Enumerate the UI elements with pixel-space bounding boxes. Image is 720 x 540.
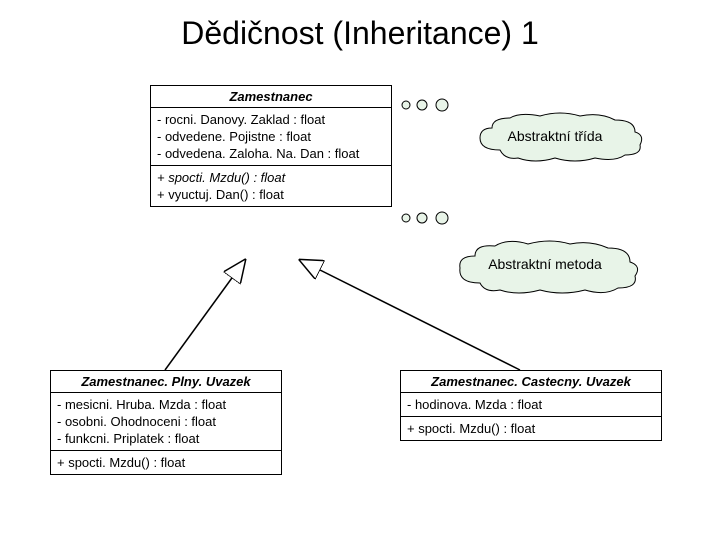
attr: - odvedena. Zaloha. Na. Dan : float bbox=[157, 145, 385, 162]
operations-section: + spocti. Mzdu() : float bbox=[51, 451, 281, 474]
operations-section: + spocti. Mzdu() : float bbox=[401, 417, 661, 440]
attributes-section: - rocni. Danovy. Zaklad : float - odvede… bbox=[151, 108, 391, 166]
uml-class-child-right: Zamestnanec. Castecny. Uvazek - hodinova… bbox=[400, 370, 662, 441]
callout-cloud-abstract-method: Abstraktní metoda bbox=[450, 238, 640, 293]
uml-class-child-left: Zamestnanec. Plny. Uvazek - mesicni. Hru… bbox=[50, 370, 282, 475]
operations-section: + spocti. Mzdu() : float + vyuctuj. Dan(… bbox=[151, 166, 391, 206]
cloud-text: Abstraktní třída bbox=[470, 110, 640, 144]
uml-class-parent: Zamestnanec - rocni. Danovy. Zaklad : fl… bbox=[150, 85, 392, 207]
attr: - rocni. Danovy. Zaklad : float bbox=[157, 111, 385, 128]
op: + vyuctuj. Dan() : float bbox=[157, 186, 385, 203]
attr: - hodinova. Mzda : float bbox=[407, 396, 655, 413]
class-name: Zamestnanec. Plny. Uvazek bbox=[51, 371, 281, 393]
page-title: Dědičnost (Inheritance) 1 bbox=[0, 0, 720, 62]
callout-cloud-abstract-class: Abstraktní třída bbox=[470, 110, 640, 160]
op: + spocti. Mzdu() : float bbox=[57, 454, 275, 471]
op: + spocti. Mzdu() : float bbox=[157, 169, 385, 186]
op: + spocti. Mzdu() : float bbox=[407, 420, 655, 437]
attr: - osobni. Ohodnoceni : float bbox=[57, 413, 275, 430]
callout-bubbles-2 bbox=[398, 208, 468, 233]
attributes-section: - hodinova. Mzda : float bbox=[401, 393, 661, 417]
attr: - funkcni. Priplatek : float bbox=[57, 430, 275, 447]
cloud-text: Abstraktní metoda bbox=[450, 238, 640, 272]
class-name: Zamestnanec bbox=[151, 86, 391, 108]
attr: - odvedene. Pojistne : float bbox=[157, 128, 385, 145]
class-name: Zamestnanec. Castecny. Uvazek bbox=[401, 371, 661, 393]
attr: - mesicni. Hruba. Mzda : float bbox=[57, 396, 275, 413]
callout-bubbles-1 bbox=[398, 95, 468, 120]
attributes-section: - mesicni. Hruba. Mzda : float - osobni.… bbox=[51, 393, 281, 451]
